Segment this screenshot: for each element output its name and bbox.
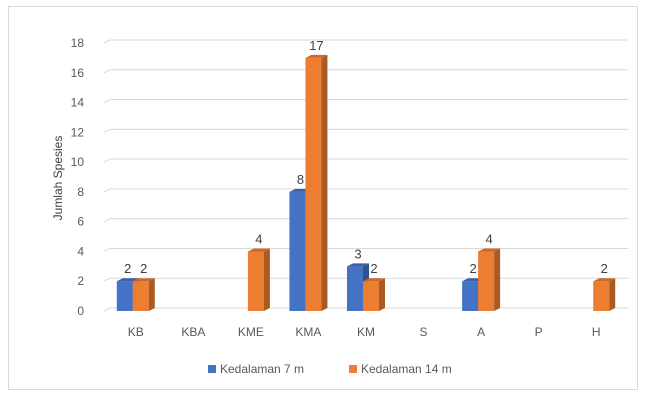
bar-front [132,281,149,311]
gridline [103,99,628,104]
y-tick-label: 14 [71,96,85,110]
x-tick-label: S [420,325,428,339]
bar-side [263,248,270,311]
x-axis-ticks: KB KBA KME KMA KM S A P H [128,325,601,339]
bar [132,278,155,311]
data-label: 8 [297,172,304,187]
bar-front [305,57,322,312]
legend-swatch [208,365,216,373]
y-tick-label: 18 [71,36,85,50]
gridline [103,39,628,44]
legend-swatch [349,365,357,373]
bar-top [247,248,270,252]
bar-side [609,278,616,311]
y-tick-label: 2 [77,274,84,288]
bar [305,54,328,312]
bar [363,278,385,311]
y-tick-label: 4 [77,244,84,258]
bar-top [305,54,328,58]
gridline [103,158,628,163]
bar-top [593,278,616,282]
bar-side [379,278,385,311]
bar-side [321,54,328,312]
y-tick-label: 6 [77,215,84,229]
bar-front [247,251,264,311]
gridline [103,247,628,252]
x-tick-label: KB [128,325,144,339]
data-label: 17 [309,38,323,53]
bar-front [347,266,363,311]
bar-top [116,278,139,282]
bar [593,278,616,311]
y-tick-label: 12 [71,125,85,139]
gridline [103,277,628,282]
data-label: 2 [601,261,608,276]
bar-front [116,281,133,311]
data-label: 4 [255,231,262,246]
y-axis-ticks: 0 2 4 6 8 10 12 14 16 18 [71,36,85,318]
bars [116,54,616,312]
bar-top [132,278,155,282]
y-tick-label: 0 [77,304,84,318]
x-tick-label: A [477,325,485,339]
gridline [103,307,628,312]
data-label: 4 [485,231,492,246]
bar-top [478,248,501,252]
x-tick-label: KBA [181,325,205,339]
bar-front [289,191,306,311]
x-tick-label: KMA [295,325,321,339]
legend: Kedalaman 7 m Kedalaman 14 m [208,362,452,376]
y-axis-title: Jumlah Spesies [51,136,65,221]
bar-front [363,281,379,311]
bar-side [148,278,155,311]
bar [478,248,501,311]
x-tick-label: KM [357,325,375,339]
x-tick-label: P [535,325,543,339]
data-label: 2 [140,261,147,276]
y-tick-label: 16 [71,66,85,80]
gridline [103,188,628,193]
data-label: 2 [370,261,377,276]
data-label: 3 [354,246,361,261]
bar-top [347,263,369,267]
y-tick-label: 8 [77,185,84,199]
gridline [103,218,628,223]
bar-front [478,251,495,311]
legend-label: Kedalaman 7 m [220,362,304,376]
grid-layer [103,39,628,312]
legend-label: Kedalaman 14 m [361,362,452,376]
bar-side [494,248,501,311]
x-tick-label: H [592,325,601,339]
bar [247,248,270,311]
y-tick-label: 10 [71,155,85,169]
bar-front [462,281,479,311]
bar-front [593,281,610,311]
gridline [103,128,628,133]
x-tick-label: KME [238,325,264,339]
data-label: 2 [469,261,476,276]
bar-top [363,278,385,282]
gridline [103,69,628,74]
data-label: 2 [124,261,131,276]
